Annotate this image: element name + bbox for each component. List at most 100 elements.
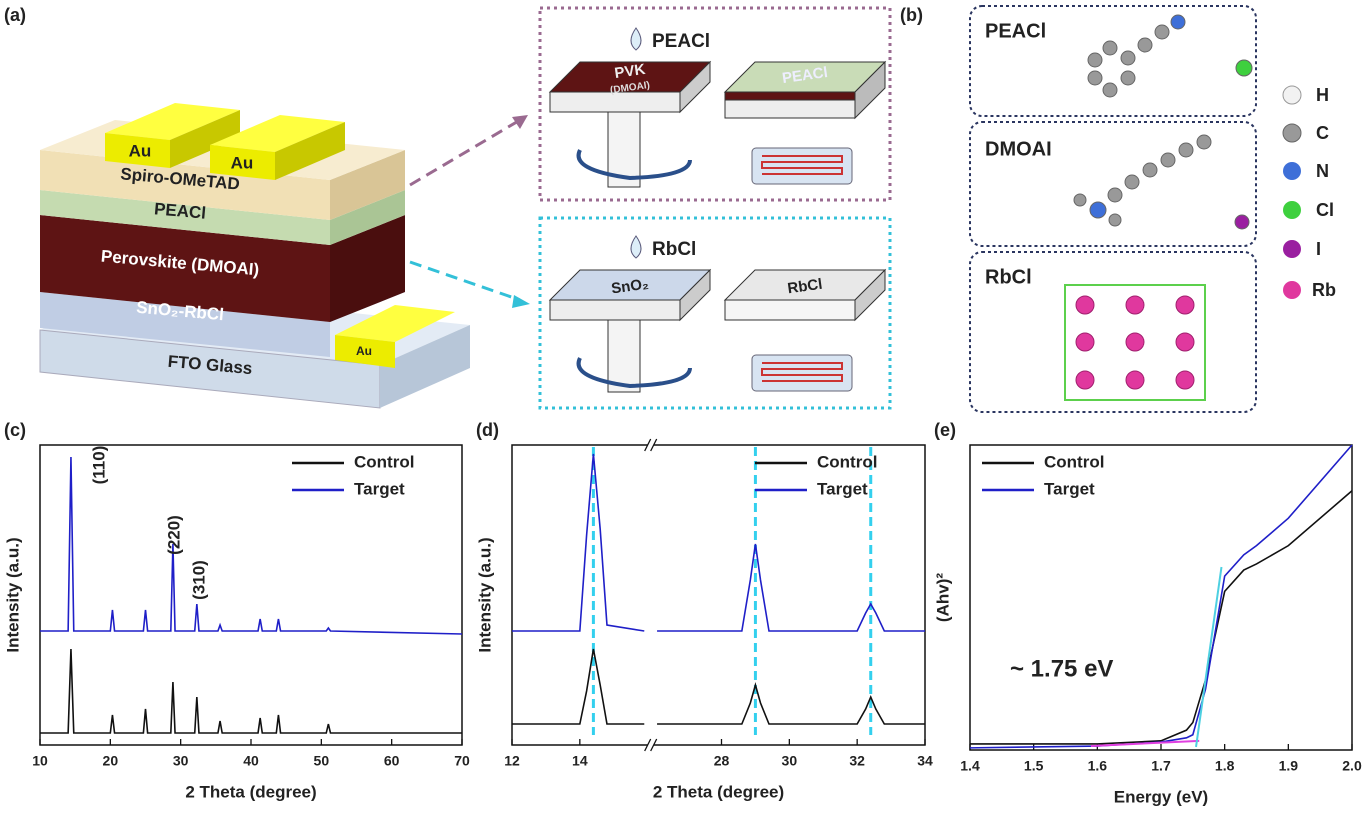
atom	[1125, 332, 1145, 352]
legend-swatch	[1283, 240, 1301, 258]
au-side	[275, 122, 345, 180]
atom	[1124, 174, 1140, 190]
atom	[1234, 214, 1250, 230]
atom	[1125, 370, 1145, 390]
peacl-side	[330, 190, 405, 245]
axis-break	[647, 441, 654, 449]
plate-side	[854, 60, 886, 120]
crystal-model	[1064, 284, 1206, 401]
molecule-label: PEACl	[985, 20, 1046, 42]
legend-label: Target	[354, 479, 405, 498]
x-tick-label: 60	[384, 753, 400, 769]
legend-label: Target	[817, 479, 868, 498]
x-tick-label: 1.9	[1279, 758, 1299, 774]
break-mark	[650, 438, 658, 452]
plate-side	[724, 299, 856, 321]
molecule-label: RbCl	[985, 266, 1032, 288]
data-line	[512, 648, 645, 725]
x-tick-label: 1.7	[1151, 758, 1171, 774]
legend-label: I	[1316, 239, 1321, 259]
x-tick-label: 50	[314, 753, 330, 769]
axis-break	[647, 741, 654, 749]
legend-label: H	[1316, 85, 1329, 105]
atom	[1075, 332, 1095, 352]
molecule-box	[969, 251, 1257, 413]
legend-swatch	[1282, 85, 1302, 105]
plate-side	[679, 60, 711, 114]
atom	[1154, 24, 1170, 40]
au-front	[210, 145, 275, 180]
atom	[1073, 193, 1087, 207]
panel-label: (a)	[4, 5, 26, 25]
peak-label: (220)	[164, 515, 183, 555]
legend-swatch	[1283, 162, 1301, 180]
x-axis-label: Energy (eV)	[1114, 787, 1208, 806]
data-line	[512, 453, 645, 632]
plate-side	[549, 299, 681, 321]
drop-icon	[630, 235, 642, 259]
y-axis-label: (Ahv)²	[933, 573, 952, 622]
inset-box	[538, 6, 892, 202]
molecule-model	[1073, 14, 1253, 230]
y-axis-label: Intensity (a.u.)	[475, 537, 494, 652]
atom	[1102, 40, 1118, 56]
x-tick-label: 1.8	[1215, 758, 1235, 774]
arrowhead	[512, 295, 530, 308]
layer-label: PEACl	[153, 199, 206, 222]
perovskite-side	[330, 215, 405, 322]
atom	[1075, 370, 1095, 390]
plate-label: SnO₂	[610, 275, 650, 297]
atom	[1137, 37, 1153, 53]
panel-label: (e)	[934, 420, 956, 440]
atom	[1170, 14, 1186, 30]
data-line	[40, 456, 463, 635]
plate-label: RbCl	[786, 276, 823, 298]
atom	[1196, 134, 1212, 150]
annotation: ~ 1.75 eV	[1010, 655, 1113, 682]
peak-label: (310)	[189, 560, 208, 600]
break-mark	[644, 438, 652, 452]
x-tick-label: 30	[782, 753, 798, 769]
au-top	[210, 115, 345, 152]
atom-legend: H C N Cl I Rb	[1282, 85, 1336, 300]
x-tick-label: 28	[714, 753, 730, 769]
heater	[761, 362, 843, 382]
break-mark	[650, 738, 658, 752]
spiro-side	[330, 150, 405, 220]
hotplate	[751, 354, 853, 392]
arrowhead	[512, 115, 528, 129]
sno2-front	[40, 292, 330, 357]
break-mark	[644, 738, 652, 752]
legend-label: Control	[354, 452, 414, 471]
lattice	[1064, 284, 1206, 401]
atom	[1142, 162, 1158, 178]
legend-label: Control	[817, 452, 877, 471]
spiro-front	[40, 150, 330, 220]
atom	[1125, 295, 1145, 315]
x-tick-label: 32	[849, 753, 865, 769]
atom	[1107, 187, 1123, 203]
legend-swatch	[1282, 123, 1302, 143]
atom	[1175, 295, 1195, 315]
x-tick-label: 1.6	[1088, 758, 1108, 774]
atom	[1089, 201, 1107, 219]
molecule-label: DMOAI	[985, 138, 1052, 160]
rotation-arrow	[576, 149, 692, 181]
legend-label: N	[1316, 161, 1329, 181]
x-tick-label: 34	[917, 753, 933, 769]
hotplate	[751, 147, 853, 185]
fit-line	[1195, 566, 1223, 748]
atom	[1120, 70, 1136, 86]
x-tick-label: 2.0	[1342, 758, 1362, 774]
electrode-label: Au	[356, 344, 372, 358]
legend-label: C	[1316, 123, 1329, 143]
x-tick-label: 20	[103, 753, 119, 769]
atom	[1108, 213, 1122, 227]
data-line	[40, 648, 462, 734]
molecule-box	[969, 121, 1257, 247]
perovskite-front	[40, 215, 330, 322]
legend-swatch	[1283, 281, 1301, 299]
drop-label: RbCl	[652, 239, 696, 260]
data-line	[657, 682, 925, 725]
